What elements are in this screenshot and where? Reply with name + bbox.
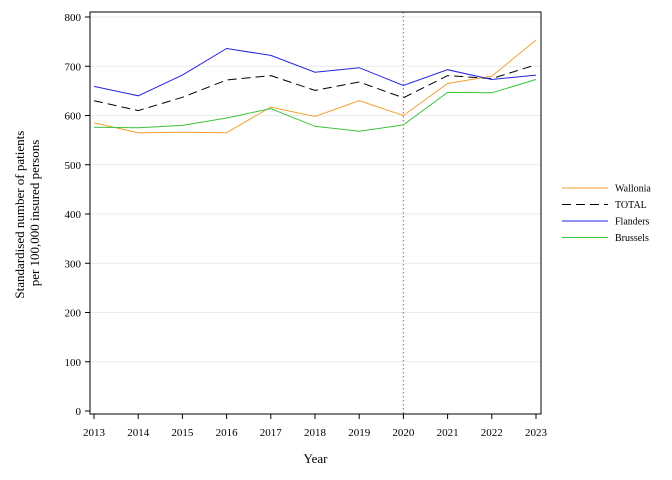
series-line-total (93, 64, 537, 112)
y-tick-label: 100 (65, 357, 82, 369)
x-tick-label: 2021 (437, 427, 459, 439)
series-line-flanders (93, 47, 537, 97)
y-tick-label: 600 (65, 111, 82, 123)
x-tick-label: 2018 (304, 427, 327, 439)
legend-label-brussels: Brussels (615, 233, 649, 244)
x-axis-title: Year (304, 451, 329, 466)
legend-label-total: TOTAL (615, 200, 647, 211)
x-tick-label: 2023 (525, 427, 548, 439)
x-tick-label: 2017 (260, 427, 283, 439)
y-axis-title-line-2: per 100,000 insured persons (27, 140, 42, 287)
x-tick-label: 2014 (127, 427, 150, 439)
y-axis-ticks: 0 100 200 300 400 500 600 700 800 (65, 12, 90, 418)
y-tick-label: 200 (65, 308, 82, 320)
x-tick-label: 2016 (216, 427, 239, 439)
y-axis-title: Standardised number of patients per 100,… (12, 127, 42, 298)
legend-label-flanders: Flanders (615, 217, 650, 228)
y-tick-label: 300 (65, 258, 82, 270)
x-tick-label: 2015 (171, 427, 194, 439)
x-tick-label: 2022 (481, 427, 503, 439)
legend-label-wallonia: Wallonia (615, 184, 651, 195)
y-tick-label: 400 (65, 209, 82, 221)
x-tick-label: 2013 (83, 427, 106, 439)
legend: Wallonia TOTAL Flanders Brussels (562, 184, 651, 244)
y-tick-label: 500 (65, 160, 82, 172)
y-tick-label: 800 (65, 12, 82, 24)
grid-lines (90, 16, 541, 363)
x-tick-label: 2020 (392, 427, 415, 439)
y-tick-label: 700 (65, 61, 82, 73)
y-axis-title-line-1: Standardised number of patients (12, 131, 27, 299)
x-tick-label: 2019 (348, 427, 371, 439)
y-tick-label: 0 (76, 406, 82, 418)
series-line-brussels (93, 79, 537, 132)
series-line-wallonia (93, 39, 537, 134)
x-axis-ticks: 2013 2014 2015 2016 2017 2018 2019 2020 2021 2022… (83, 414, 548, 439)
series-group (93, 39, 537, 134)
